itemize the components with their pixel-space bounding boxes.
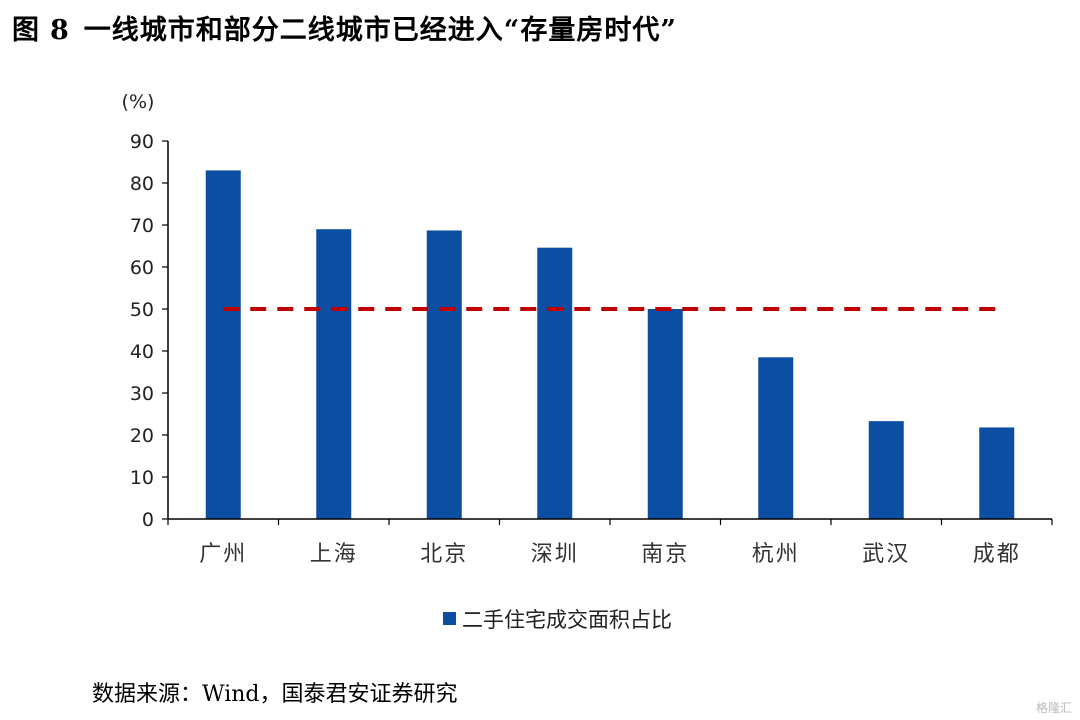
- bar: [979, 427, 1015, 519]
- x-tick-label: 北京: [420, 542, 468, 567]
- y-tick-label: 70: [130, 215, 154, 237]
- x-tick-label: 深圳: [531, 542, 579, 567]
- legend-label: 二手住宅成交面积占比: [462, 608, 672, 632]
- y-tick-label: 20: [130, 425, 154, 447]
- figure-label: 图: [12, 15, 40, 46]
- x-tick-label: 广州: [199, 542, 247, 567]
- y-tick-label: 60: [130, 257, 154, 279]
- x-tick-label: 武汉: [862, 542, 910, 567]
- figure-title: 图 8 一线城市和部分二线城市已经进入“存量房时代”: [12, 8, 677, 47]
- bar: [537, 247, 573, 519]
- figure-title-text: 一线城市和部分二线城市已经进入“存量房时代”: [83, 15, 677, 46]
- bar: [868, 421, 904, 519]
- x-tick-label: 杭州: [752, 542, 800, 567]
- bar: [426, 230, 462, 519]
- y-tick-label: 80: [130, 173, 154, 195]
- x-tick-label: 成都: [973, 542, 1021, 567]
- bar: [205, 170, 241, 519]
- watermark: 格隆汇: [1035, 701, 1072, 715]
- y-tick-label: 10: [130, 467, 154, 489]
- x-tick-label: 南京: [641, 542, 689, 567]
- bar: [316, 229, 352, 519]
- y-axis-label: (%): [122, 91, 155, 113]
- y-tick-label: 40: [130, 341, 154, 363]
- x-tick-label: 上海: [310, 542, 358, 567]
- bar: [758, 357, 794, 519]
- y-tick-label: 0: [142, 509, 154, 531]
- figure-number: 8: [50, 15, 70, 46]
- data-source-note: 数据来源：Wind，国泰君安证券研究: [92, 682, 458, 707]
- y-tick-label: 50: [130, 299, 154, 321]
- y-tick-label: 90: [130, 131, 154, 153]
- bar: [647, 309, 683, 519]
- legend-swatch: [443, 612, 456, 625]
- y-tick-label: 30: [130, 383, 154, 405]
